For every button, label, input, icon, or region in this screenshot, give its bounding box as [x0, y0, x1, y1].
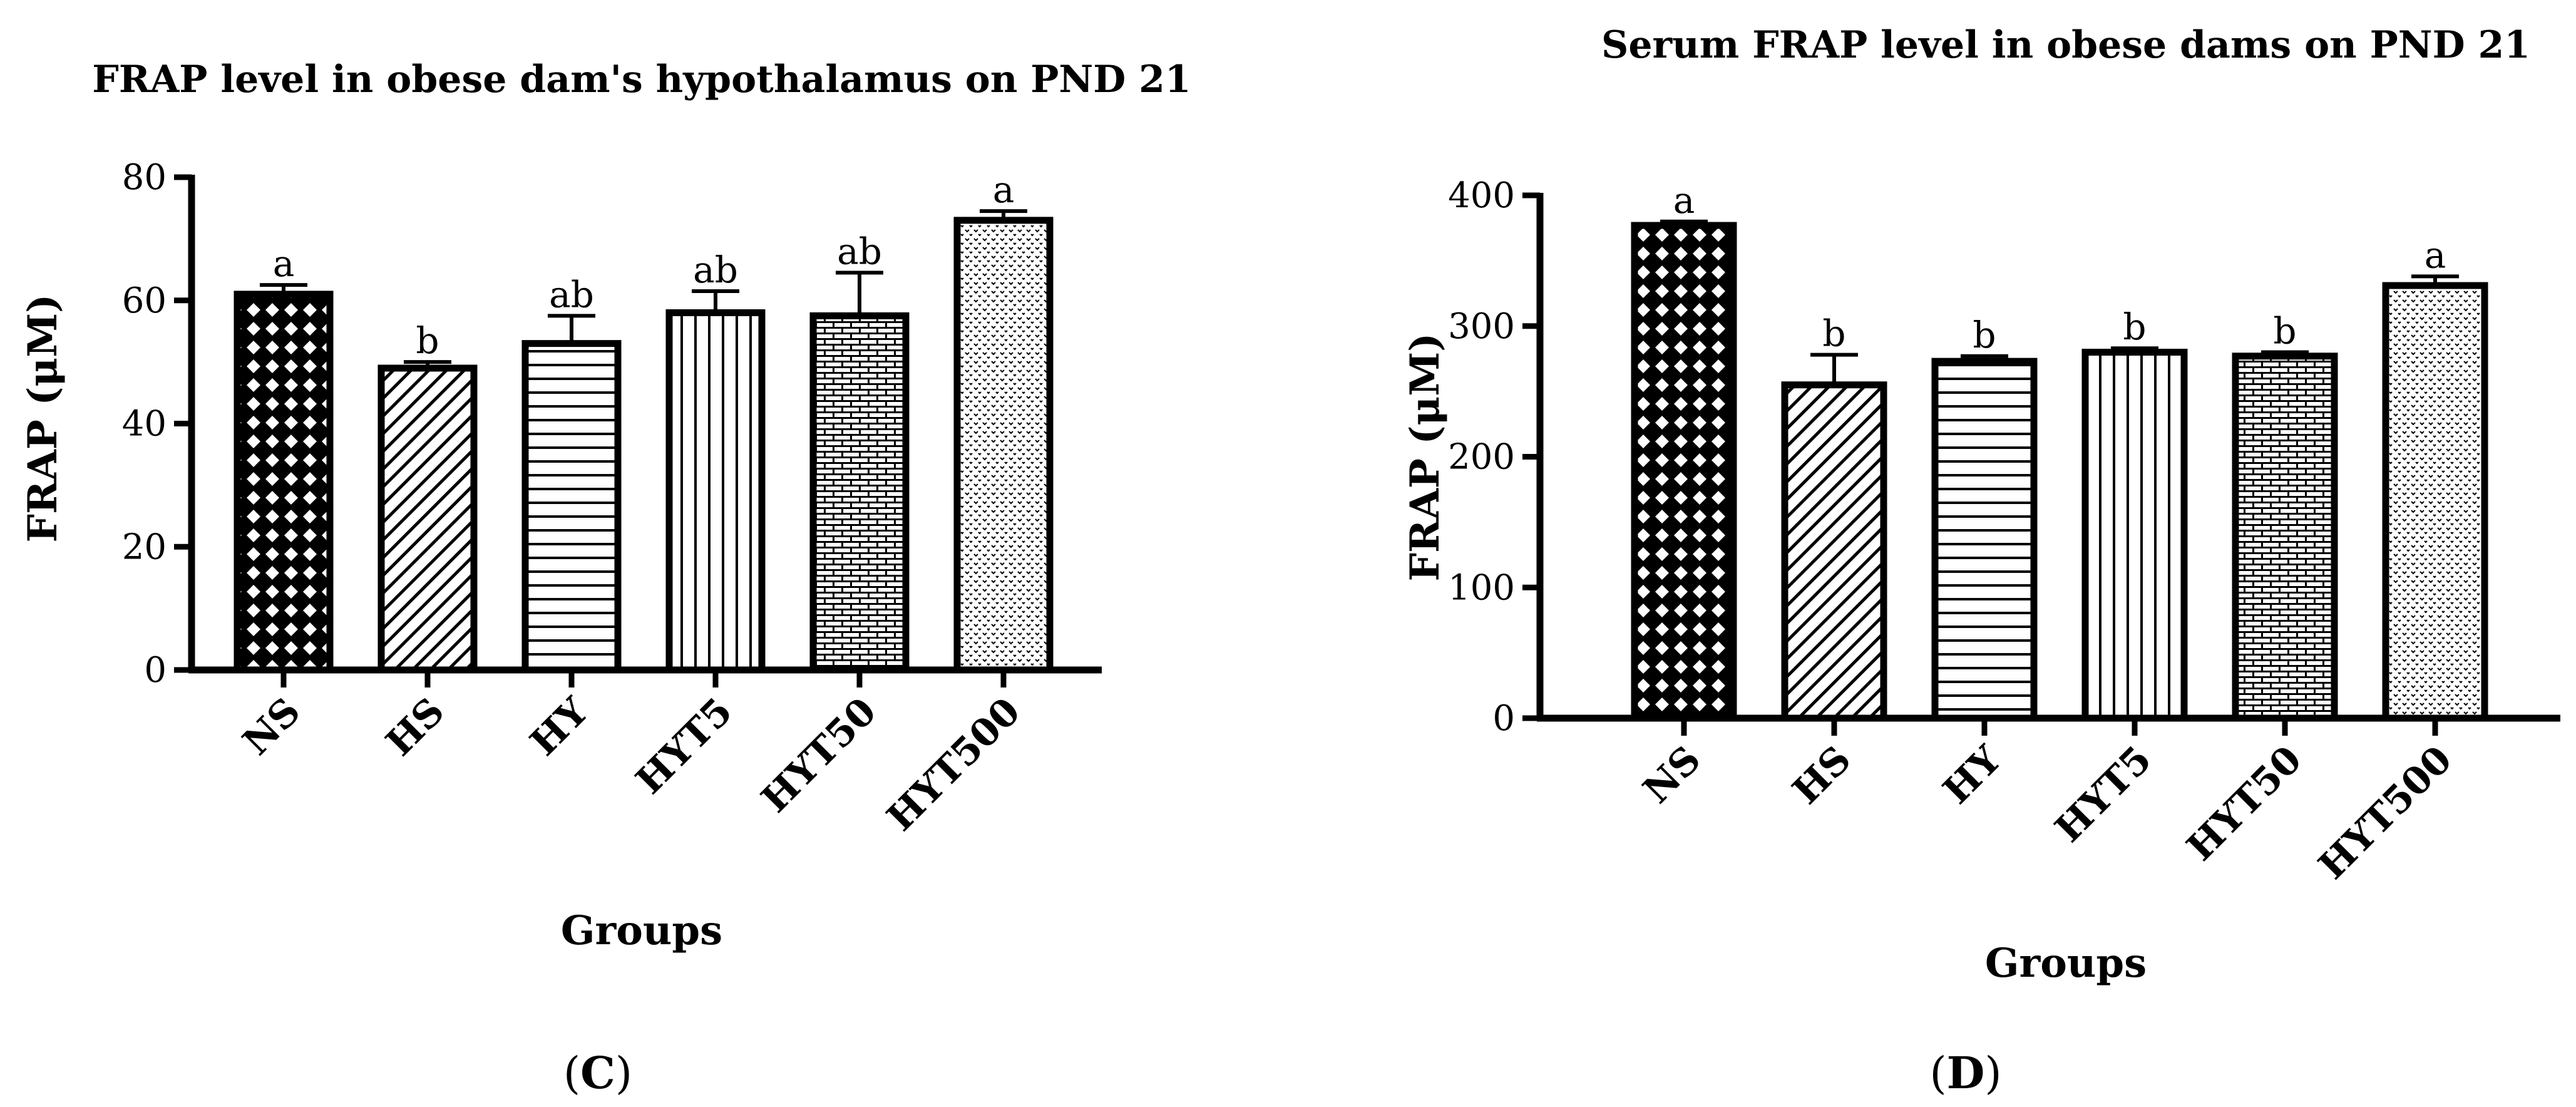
panel-label-letter: C — [580, 1047, 615, 1099]
x-axis-label: Groups — [561, 907, 722, 954]
x-tick-label: HS — [1784, 738, 1859, 813]
chart-panel-c: FRAP level in obese dam's hypothalamus o… — [19, 58, 1191, 1099]
bar-hs — [1781, 381, 1887, 722]
x-tick-label: HYT50 — [753, 689, 885, 821]
significance-label: a — [993, 168, 1015, 211]
bar-ns — [1631, 222, 1737, 722]
x-tick-label: HS — [377, 689, 453, 765]
x-tick-label: HY — [522, 689, 598, 765]
y-tick-label: 60 — [122, 281, 167, 321]
significance-label: b — [2273, 310, 2296, 353]
chart-title: FRAP level in obese dam's hypothalamus o… — [92, 58, 1191, 101]
y-axis-label: FRAP (μM) — [1402, 333, 1449, 582]
x-tick-label: HYT50 — [2178, 738, 2310, 869]
panel-label: (D) — [1929, 1047, 2001, 1099]
significance-label: a — [1673, 179, 1695, 222]
panel-label: (C) — [563, 1047, 632, 1099]
x-tick-label: NS — [1635, 738, 1710, 812]
y-tick-label: 200 — [1448, 437, 1515, 478]
significance-label: b — [416, 319, 439, 362]
significance-label: ab — [549, 273, 594, 316]
bar-hyt50 — [2232, 353, 2338, 722]
bar-hyt5 — [2081, 349, 2188, 722]
bar-hyt50 — [809, 312, 910, 674]
bar-ns — [233, 291, 334, 674]
y-tick-label: 0 — [144, 650, 167, 691]
plot-area: 0 20 40 60 80 a NS b HS ab HY ab HYT5 ab HYT50 a HYT500 — [122, 157, 1102, 840]
y-tick-label: 0 — [1492, 698, 1515, 739]
y-tick-label: 300 — [1448, 306, 1515, 347]
x-axis-label: Groups — [1985, 940, 2147, 987]
bar-hyt5 — [665, 309, 766, 674]
bar-hy — [1931, 358, 2038, 722]
significance-label: b — [1973, 314, 1996, 356]
plot-area: 0 100 200 300 400 a NS b HS b HY b HYT5 b HYT50 a HYT500 — [1448, 175, 2560, 888]
x-tick-label: HY — [1935, 737, 2011, 813]
panel-label-letter: D — [1947, 1047, 1985, 1099]
x-tick-label: HYT500 — [2311, 738, 2461, 888]
bar-hy — [521, 340, 622, 674]
significance-label: a — [273, 242, 295, 285]
x-tick-label: HYT5 — [628, 689, 741, 803]
x-tick-label: HYT500 — [879, 689, 1029, 840]
x-tick-label: HYT5 — [2047, 738, 2160, 851]
y-tick-label: 400 — [1448, 175, 1515, 216]
bar-hyt500 — [2382, 282, 2488, 722]
significance-label: ab — [693, 249, 738, 291]
chart-title: Serum FRAP level in obese dams on PND 21 — [1601, 23, 2530, 67]
significance-label: ab — [837, 230, 882, 272]
significance-label: b — [1822, 312, 1845, 355]
y-axis-label: FRAP (μM) — [19, 294, 66, 543]
y-tick-label: 20 — [122, 527, 167, 567]
chart-panel-d: Serum FRAP level in obese dams on PND 21… — [1402, 23, 2560, 1099]
bar-hs — [377, 364, 478, 674]
y-tick-label: 40 — [122, 404, 167, 445]
y-tick-label: 80 — [122, 157, 167, 198]
significance-label: a — [2425, 234, 2446, 276]
significance-label: b — [2123, 306, 2146, 348]
x-tick-label: NS — [235, 689, 309, 764]
bar-hyt500 — [953, 217, 1054, 674]
y-tick-label: 100 — [1448, 567, 1515, 608]
